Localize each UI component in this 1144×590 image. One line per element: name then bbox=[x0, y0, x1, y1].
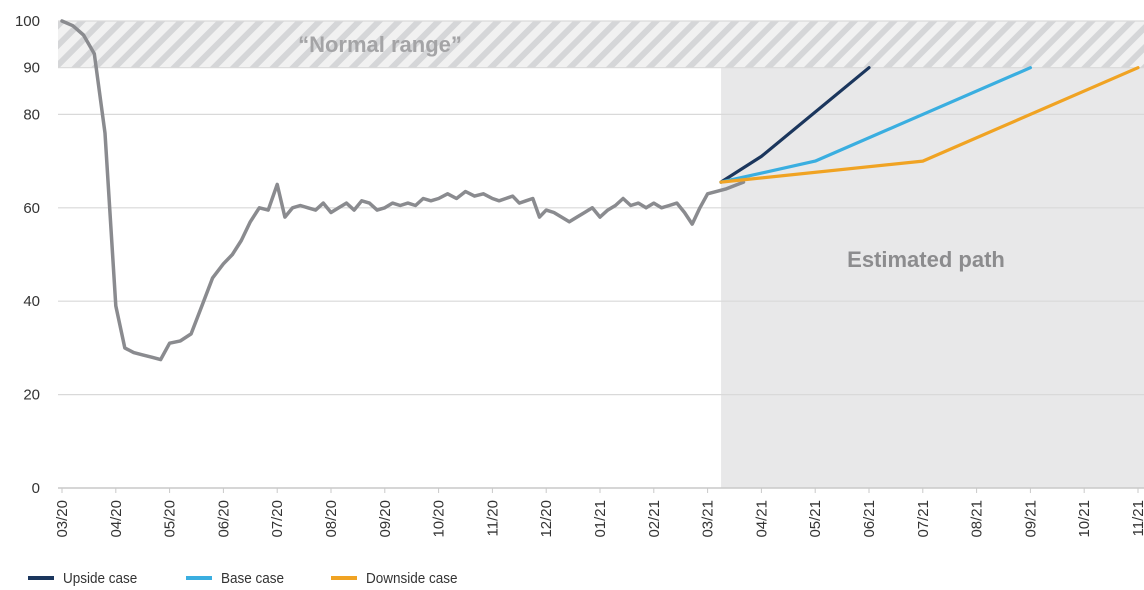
normal-range-band bbox=[58, 21, 1144, 68]
x-tick-label: 06/21 bbox=[861, 500, 878, 538]
y-tick-label: 90 bbox=[23, 60, 40, 77]
x-tick-label: 01/21 bbox=[592, 500, 609, 538]
x-tick-label: 11/20 bbox=[484, 500, 501, 536]
x-tick-label: 05/21 bbox=[807, 500, 824, 538]
legend-swatch-upside bbox=[28, 576, 54, 580]
y-tick-label: 0 bbox=[32, 480, 40, 497]
x-tick-label: 09/21 bbox=[1022, 500, 1039, 538]
y-tick-label: 60 bbox=[23, 200, 40, 217]
legend-label-downside: Downside case bbox=[365, 569, 458, 587]
x-tick-label: 04/21 bbox=[753, 500, 770, 538]
estimated-region bbox=[721, 21, 1144, 488]
series-line-historical bbox=[60, 19, 746, 362]
y-tick-label: 100 bbox=[15, 13, 40, 30]
x-tick-label: 09/20 bbox=[377, 500, 394, 538]
y-tick-label: 40 bbox=[23, 293, 40, 310]
x-tick-label: 08/20 bbox=[323, 500, 340, 538]
x-tick-label: 12/20 bbox=[538, 500, 555, 538]
series-line-upside-case bbox=[719, 66, 871, 184]
x-tick-label: 02/21 bbox=[646, 500, 663, 538]
x-tick-label: 03/21 bbox=[700, 500, 717, 538]
x-tick-label: 10/20 bbox=[431, 500, 448, 538]
legend-item-upside: Upside case bbox=[28, 570, 146, 587]
y-tick-label: 80 bbox=[23, 106, 40, 123]
x-tick-label: 10/21 bbox=[1076, 500, 1093, 538]
x-tick-label: 07/20 bbox=[269, 500, 286, 538]
x-tick-label: 04/20 bbox=[108, 500, 125, 538]
estimated-path-label: Estimated path bbox=[847, 247, 1005, 272]
legend-item-downside: Downside case bbox=[330, 569, 468, 587]
x-tick-label: 07/21 bbox=[915, 500, 932, 538]
x-tick-label: 05/20 bbox=[162, 500, 179, 538]
y-tick-label: 20 bbox=[23, 387, 40, 404]
legend-swatch-downside bbox=[330, 576, 357, 580]
x-tick-label: 06/20 bbox=[215, 500, 232, 538]
normal-range-label: “Normal range” bbox=[298, 32, 462, 57]
series-line-base-case bbox=[719, 66, 1033, 184]
series-line-downside-case bbox=[719, 66, 1140, 184]
legend-label-base: Base case bbox=[220, 569, 284, 587]
legend-label-upside: Upside case bbox=[63, 569, 138, 587]
x-tick-label: 08/21 bbox=[969, 500, 986, 538]
legend-item-base: Base case bbox=[185, 569, 291, 587]
legend-swatch-base bbox=[185, 576, 212, 580]
x-tick-label: 03/20 bbox=[54, 500, 71, 538]
x-tick-label: 11/21 bbox=[1130, 500, 1144, 536]
legend: Upside case Base case Downside case bbox=[28, 567, 507, 589]
